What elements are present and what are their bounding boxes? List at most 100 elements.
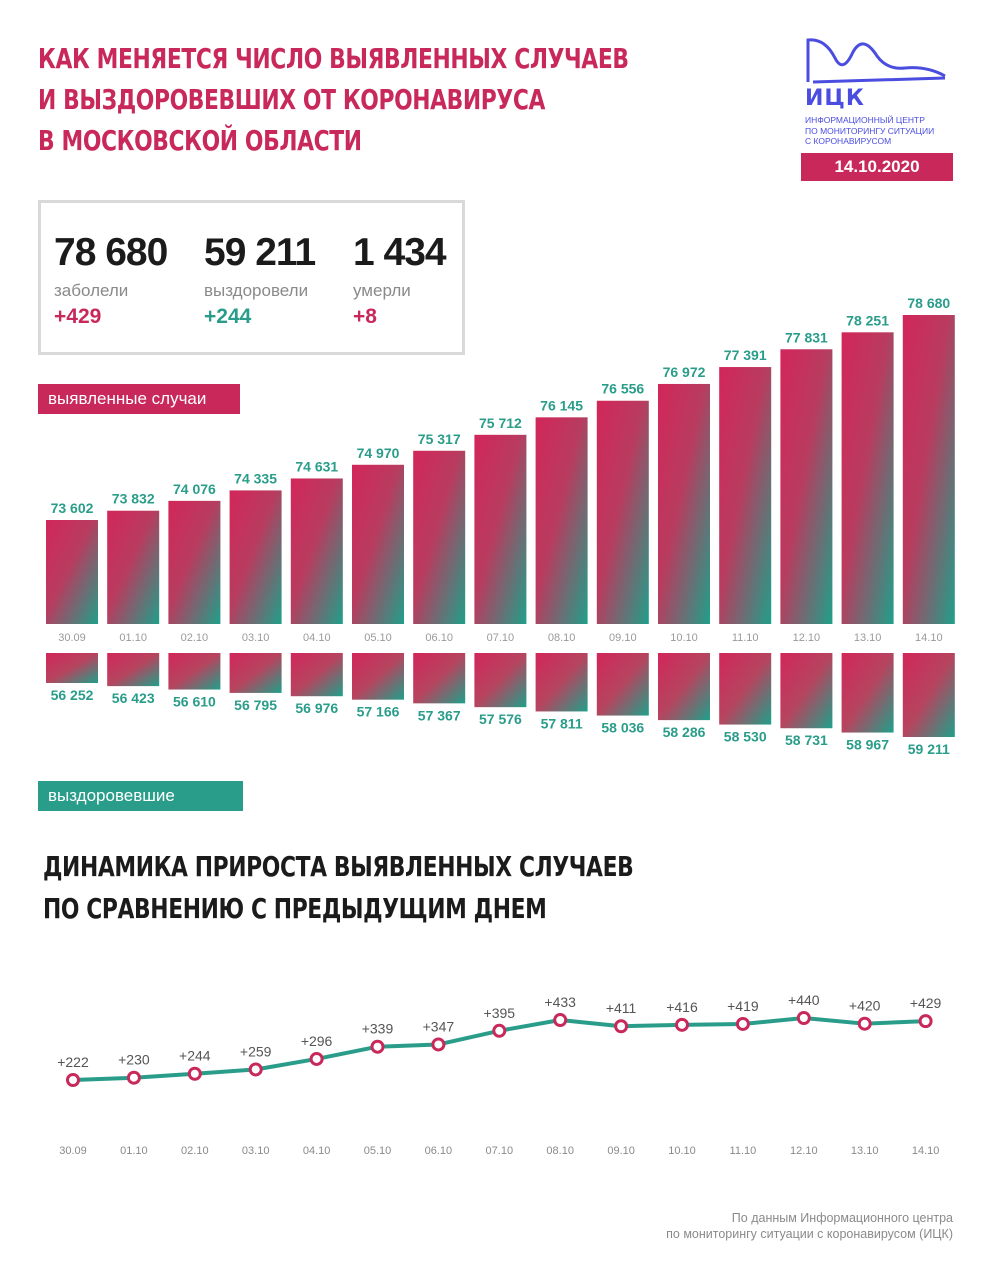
- recovered-bar: [780, 653, 833, 729]
- recovered-value-label: 58 036: [601, 720, 644, 736]
- increase-value-label: +429: [910, 995, 942, 1011]
- date-tick-label: 09.10: [607, 1145, 635, 1157]
- logo-desc-line: ИНФОРМАЦИОННЫЙ ЦЕНТР: [805, 115, 925, 125]
- recovered-value-label: 59 211: [908, 741, 950, 757]
- increase-point: [796, 1011, 811, 1025]
- cases-bar: [596, 400, 649, 624]
- increase-point: [248, 1062, 263, 1077]
- cases-value-label: 78 251: [846, 312, 889, 328]
- recovered-bar: [290, 653, 343, 697]
- date-tick-label: 04.10: [303, 1145, 331, 1157]
- cases-bar: [902, 315, 955, 624]
- summary-box: 78 680 заболели +429 59 211 выздоровели …: [38, 200, 465, 355]
- recovered-bar: [352, 653, 404, 700]
- date-tick-label: 08.10: [546, 1145, 574, 1157]
- increase-point: [126, 1070, 141, 1085]
- increase-value-label: +296: [301, 1033, 333, 1049]
- stat-recovered: 59 211 выздоровели +244: [204, 231, 316, 329]
- date-tick-label: 08.10: [548, 632, 576, 644]
- daily-increase-line-chart: +222 30.09 +230 01.10 +244 02.10 +259 03.10 +296…: [57, 992, 942, 1157]
- cases-value-label: 76 556: [601, 381, 644, 397]
- increase-value-label: +419: [727, 998, 759, 1014]
- title-line: В МОСКОВСКОЙ ОБЛАСТИ: [38, 124, 362, 157]
- logo-desc-line: ПО МОНИТОРИНГУ СИТУАЦИИ: [805, 125, 935, 136]
- increase-point: [309, 1051, 324, 1066]
- cases-value-label: 77 831: [785, 329, 828, 345]
- increase-value-label: +244: [179, 1048, 211, 1064]
- cases-bar: [780, 349, 833, 624]
- date-tick-label: 04.10: [303, 632, 331, 644]
- increase-point: [187, 1066, 202, 1081]
- recovered-value-label: 56 795: [234, 697, 277, 713]
- increase-point: [431, 1037, 446, 1052]
- date-tick-label: 07.10: [487, 632, 515, 644]
- logo-abbr: ИЦК: [805, 86, 865, 111]
- recovered-bar: [474, 653, 527, 708]
- date-tick-label: 01.10: [119, 632, 147, 644]
- recovered-value-label: 57 166: [357, 704, 400, 720]
- cases-value-label: 75 317: [418, 431, 461, 447]
- date-tick-label: 02.10: [181, 1145, 209, 1157]
- date-tick-label: 03.10: [242, 1145, 270, 1157]
- cases-bar: [413, 450, 466, 624]
- stat-label: заболели: [54, 281, 129, 300]
- subtitle-line: ПО СРАВНЕНИЮ С ПРЕДЫДУЩИМ ДНЕМ: [43, 892, 547, 925]
- stat-delta: +244: [204, 305, 252, 328]
- cases-bar: [841, 332, 894, 624]
- cases-bar: [46, 520, 98, 624]
- cases-value-label: 76 145: [540, 397, 583, 413]
- increase-value-label: +339: [362, 1021, 394, 1037]
- date-tick-label: 09.10: [609, 632, 637, 644]
- line-chart-title: ДИНАМИКА ПРИРОСТА ВЫЯВЛЕННЫХ СЛУЧАЕВ ПО …: [43, 846, 634, 930]
- increase-value-label: +416: [666, 999, 698, 1015]
- cases-value-label: 74 970: [357, 445, 400, 461]
- date-tick-label: 05.10: [364, 1145, 392, 1157]
- increase-value-label: +440: [788, 992, 820, 1008]
- date-tick-label: 12.10: [790, 1145, 818, 1157]
- date-tick-label: 10.10: [668, 1145, 696, 1157]
- date-tick-label: 11.10: [732, 632, 759, 644]
- title-line: КАК МЕНЯЕТСЯ ЧИСЛО ВЫЯВЛЕННЫХ СЛУЧАЕВ: [38, 42, 629, 75]
- cases-value-label: 75 712: [479, 415, 522, 431]
- increase-point: [735, 1016, 750, 1031]
- date-tick-label: 13.10: [854, 632, 882, 644]
- logo-desc-line: С КОРОНАВИРУСОМ: [805, 136, 892, 146]
- cases-bar: [290, 478, 343, 624]
- cases-recovered-bar-chart: 73 602 30.09 56 252 73 832 01.10 56 423 74 076…: [46, 295, 955, 757]
- date-tick-label: 03.10: [242, 632, 270, 644]
- increase-value-label: +433: [544, 994, 576, 1010]
- recovered-value-label: 56 610: [173, 694, 216, 710]
- page-title: КАК МЕНЯЕТСЯ ЧИСЛО ВЫЯВЛЕННЫХ СЛУЧАЕВ И …: [38, 38, 629, 161]
- recovered-value-label: 57 576: [479, 711, 522, 727]
- increase-point: [857, 1016, 872, 1031]
- date-tick-label: 30.09: [58, 632, 86, 644]
- increase-value-label: +347: [423, 1018, 455, 1034]
- stat-total: 59 211: [204, 231, 316, 274]
- recovered-value-label: 58 530: [724, 729, 767, 745]
- date-tick-label: 07.10: [486, 1145, 514, 1157]
- stat-total: 78 680: [54, 231, 168, 274]
- cases-bar: [229, 490, 282, 624]
- increase-value-label: +395: [484, 1005, 516, 1021]
- recovered-bar: [596, 653, 649, 716]
- increase-point: [553, 1012, 568, 1027]
- date-tick-label: 13.10: [851, 1145, 879, 1157]
- cases-value-label: 73 832: [112, 491, 155, 507]
- date-tick-label: 30.09: [59, 1145, 87, 1157]
- legend-cases: выявленные случаи: [38, 384, 240, 414]
- cases-value-label: 74 631: [295, 458, 338, 474]
- title-line: И ВЫЗДОРОВЕВШИХ ОТ КОРОНАВИРУСА: [38, 83, 546, 116]
- cases-bar: [107, 510, 160, 624]
- source-note: По данным Информационного центра по мони…: [666, 1210, 953, 1242]
- date-tick-label: 11.10: [730, 1145, 757, 1157]
- increase-point: [918, 1014, 933, 1029]
- recovered-bar: [535, 653, 588, 712]
- stat-label: выздоровели: [204, 281, 309, 300]
- source-line: По данным Информационного центра: [731, 1211, 953, 1225]
- cases-bar: [168, 500, 221, 624]
- date-badge: 14.10.2020: [801, 153, 953, 181]
- recovered-bar: [658, 653, 710, 721]
- logo-description: ИНФОРМАЦИОННЫЙ ЦЕНТР ПО МОНИТОРИНГУ СИТУ…: [805, 115, 955, 147]
- stat-label: умерли: [353, 281, 411, 300]
- recovered-bar: [413, 653, 466, 704]
